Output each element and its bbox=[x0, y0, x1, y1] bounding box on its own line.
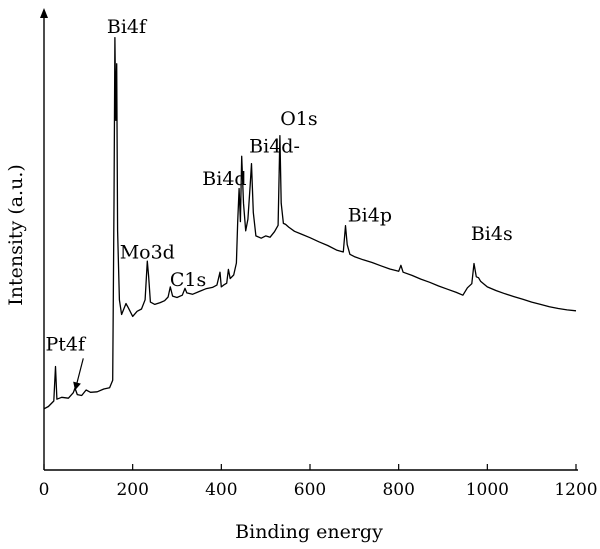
x-axis-label: Binding energy bbox=[235, 521, 383, 543]
peak-label: Bi4f bbox=[107, 16, 148, 38]
peak-label: C1s bbox=[170, 269, 206, 291]
pt4f-arrowhead bbox=[73, 381, 81, 391]
y-axis-label: Intensity (a.u.) bbox=[5, 164, 27, 306]
peak-label: Mo3d bbox=[120, 241, 175, 263]
x-tick-label: 200 bbox=[116, 480, 148, 500]
spectrum-line-0 bbox=[43, 36, 577, 410]
peak-label: O1s bbox=[280, 108, 317, 130]
spectrum-line-group bbox=[43, 36, 577, 410]
peak-label: Bi4d- bbox=[249, 136, 300, 158]
x-tick-label: 600 bbox=[294, 480, 326, 500]
x-tick-label: 1200 bbox=[554, 480, 597, 500]
y-axis-arrowhead bbox=[40, 8, 48, 18]
peak-label: Bi4s bbox=[471, 223, 513, 245]
x-tick-label: 1000 bbox=[466, 480, 509, 500]
peak-annotations: Bi4f O1s Bi4d-Bi4d Bi4p Bi4s Mo3d C1s Pt4f bbox=[46, 16, 513, 391]
x-tick-label: 800 bbox=[382, 480, 414, 500]
x-tick-label: 400 bbox=[205, 480, 237, 500]
peak-label: Pt4f bbox=[46, 333, 88, 355]
x-ticks: 0 200 400 600 800 1000 1200 bbox=[39, 464, 598, 500]
x-tick-label: 0 bbox=[39, 480, 50, 500]
peak-label: Bi4d bbox=[202, 168, 246, 190]
peak-label: Bi4p bbox=[348, 205, 392, 227]
